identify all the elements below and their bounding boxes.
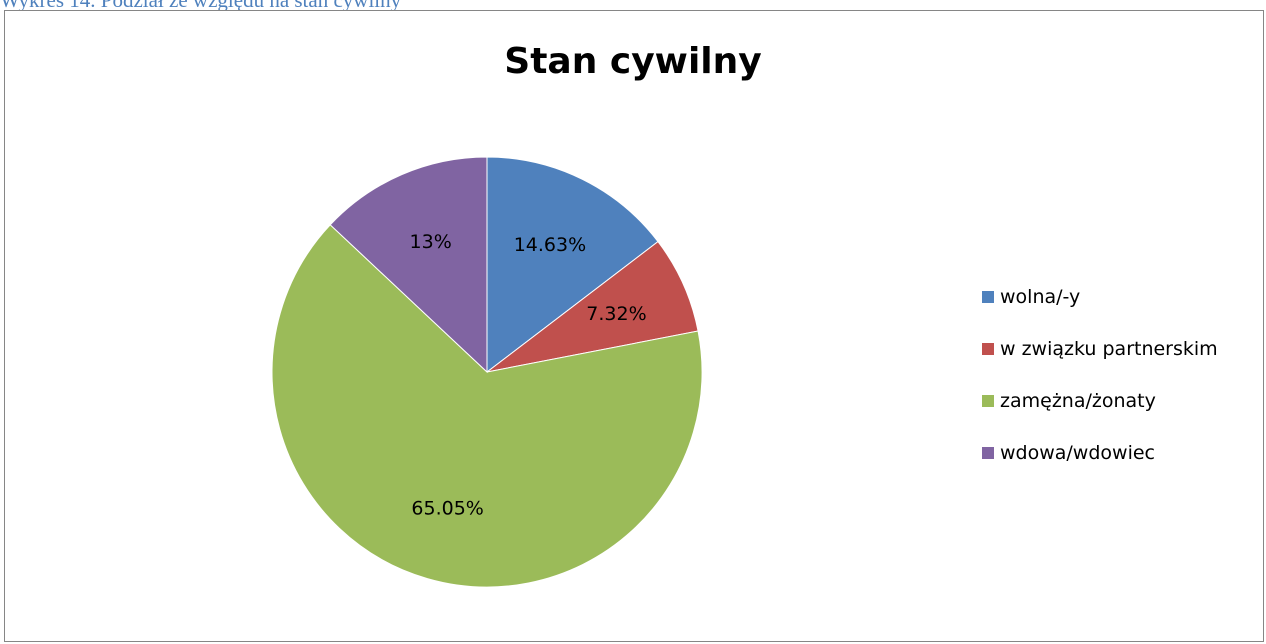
pie-slice-wdowa: [329, 156, 488, 374]
figure-caption: Wykres 14. Podział ze względu na stan cy…: [0, 0, 402, 12]
legend-swatch-wolna: [982, 291, 994, 303]
legend-item-wolna: wolna/-y: [982, 284, 1218, 310]
data-label-wdowa: 13%: [410, 231, 452, 253]
pie-slice-partnerski: [486, 240, 699, 373]
legend-item-partnerski: w związku partnerskim: [982, 336, 1218, 362]
legend-label-zamezna: zamężna/żonaty: [1000, 390, 1156, 412]
legend-label-partnerski: w związku partnerskim: [1000, 338, 1218, 360]
legend-swatch-partnerski: [982, 343, 994, 355]
legend-item-zamezna: zamężna/żonaty: [982, 388, 1218, 414]
data-label-wolna: 14.63%: [514, 234, 586, 256]
pie-slice-wolna: [486, 156, 659, 374]
data-label-partnerski: 7.32%: [586, 303, 646, 325]
legend-label-wdowa: wdowa/wdowiec: [1000, 442, 1155, 464]
data-label-zamezna: 65.05%: [411, 497, 483, 519]
legend-swatch-wdowa: [982, 447, 994, 459]
legend-item-wdowa: wdowa/wdowiec: [982, 440, 1218, 466]
pie-slice-zamezna: [271, 224, 703, 588]
chart-legend: wolna/-y w związku partnerskim zamężna/ż…: [982, 284, 1218, 492]
chart-title: Stan cywilny: [504, 41, 762, 82]
legend-label-wolna: wolna/-y: [1000, 286, 1081, 308]
legend-swatch-zamezna: [982, 395, 994, 407]
